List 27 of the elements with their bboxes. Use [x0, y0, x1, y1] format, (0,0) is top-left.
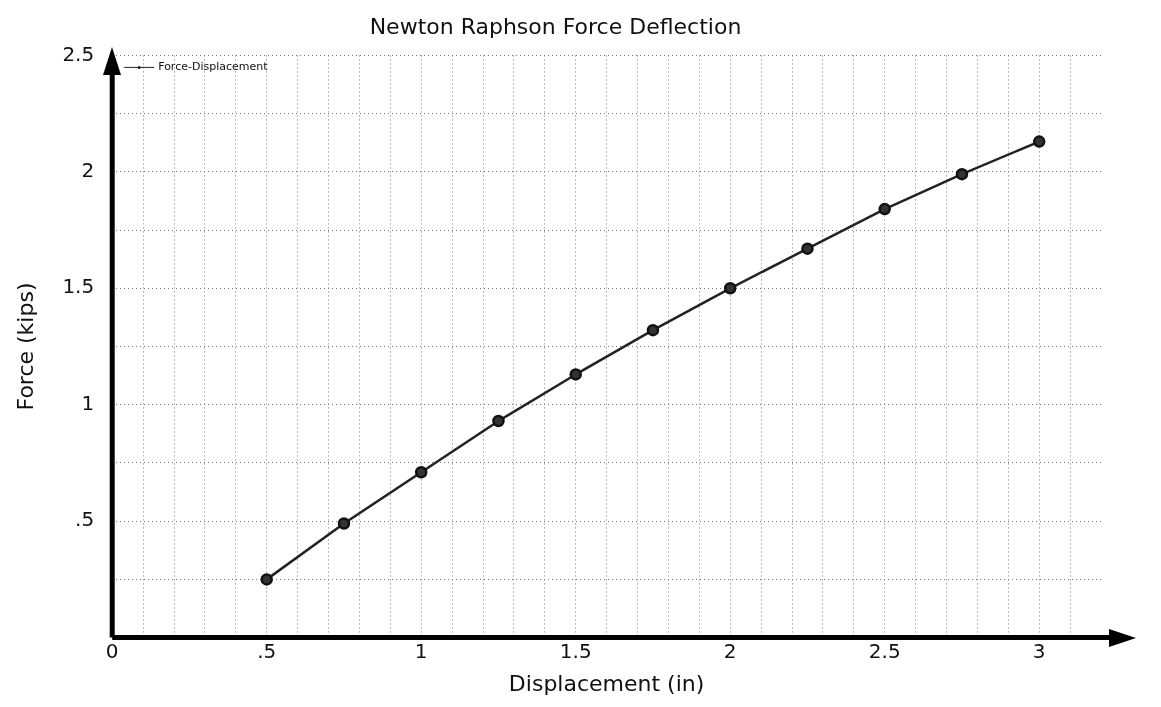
- chart-title: Newton Raphson Force Deflection: [369, 13, 742, 39]
- x-tick-label: 3: [1032, 638, 1046, 663]
- x-tick-label: 1.5: [559, 638, 592, 663]
- point: [337, 517, 351, 530]
- point: [801, 242, 814, 255]
- point: [414, 466, 428, 479]
- point: [878, 202, 891, 216]
- point: [492, 414, 505, 428]
- y-tick-label: 1.5: [62, 274, 95, 299]
- x-tick-label: .5: [257, 638, 277, 663]
- x-tick-label: 0: [105, 638, 119, 663]
- point: [646, 323, 660, 337]
- point: [569, 368, 582, 381]
- y-tick-label: 2.5: [62, 41, 95, 66]
- x-tick-label: 2: [723, 638, 737, 663]
- x-tick-label: 2.5: [868, 638, 901, 663]
- point: [260, 573, 273, 586]
- y-tick-label: .5: [75, 507, 95, 532]
- y-tick-label: 2: [81, 158, 95, 183]
- x-tick-label: 1: [414, 638, 428, 663]
- legend-label: Force-Displacement: [158, 60, 269, 74]
- y-axis-title: Force (kips): [12, 282, 38, 411]
- point: [723, 282, 737, 295]
- y-tick-label: 1: [81, 390, 95, 415]
- point: [1032, 135, 1046, 148]
- x-axis-title: Displacement (in): [508, 670, 705, 696]
- point: [955, 167, 969, 181]
